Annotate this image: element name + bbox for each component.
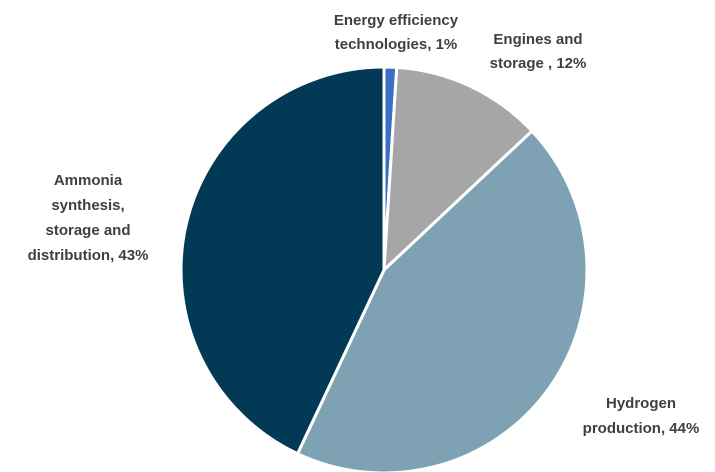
slice-label-line: production, 44% bbox=[583, 420, 700, 437]
pie-slice-3 bbox=[179, 65, 386, 456]
slice-label-line: Engines and bbox=[493, 31, 582, 48]
slice-label-line: storage , 12% bbox=[490, 55, 587, 72]
slice-label-line: storage and bbox=[45, 222, 130, 239]
pie-slice-1 bbox=[382, 65, 534, 272]
slice-label-line: distribution, 43% bbox=[28, 247, 149, 264]
slice-label-0: Energy efficiency technologies, 1% bbox=[334, 12, 459, 53]
slice-label-line: technologies, 1% bbox=[335, 36, 458, 53]
pie-slice-2 bbox=[296, 129, 589, 472]
slice-label-2: Hydrogen production, 44% bbox=[583, 395, 700, 437]
slice-label-1: Engines and storage , 12% bbox=[490, 31, 587, 72]
slice-labels: Energy efficiency technologies, 1% Engines… bbox=[28, 12, 700, 437]
slice-label-line: Energy efficiency bbox=[334, 12, 459, 29]
slice-label-3: Ammonia synthesis, storage and distribution… bbox=[28, 172, 149, 264]
pie-slices bbox=[179, 65, 589, 472]
slice-label-line: Hydrogen bbox=[606, 395, 676, 412]
slice-label-line: synthesis, bbox=[51, 197, 124, 214]
slice-label-line: Ammonia bbox=[54, 172, 123, 189]
